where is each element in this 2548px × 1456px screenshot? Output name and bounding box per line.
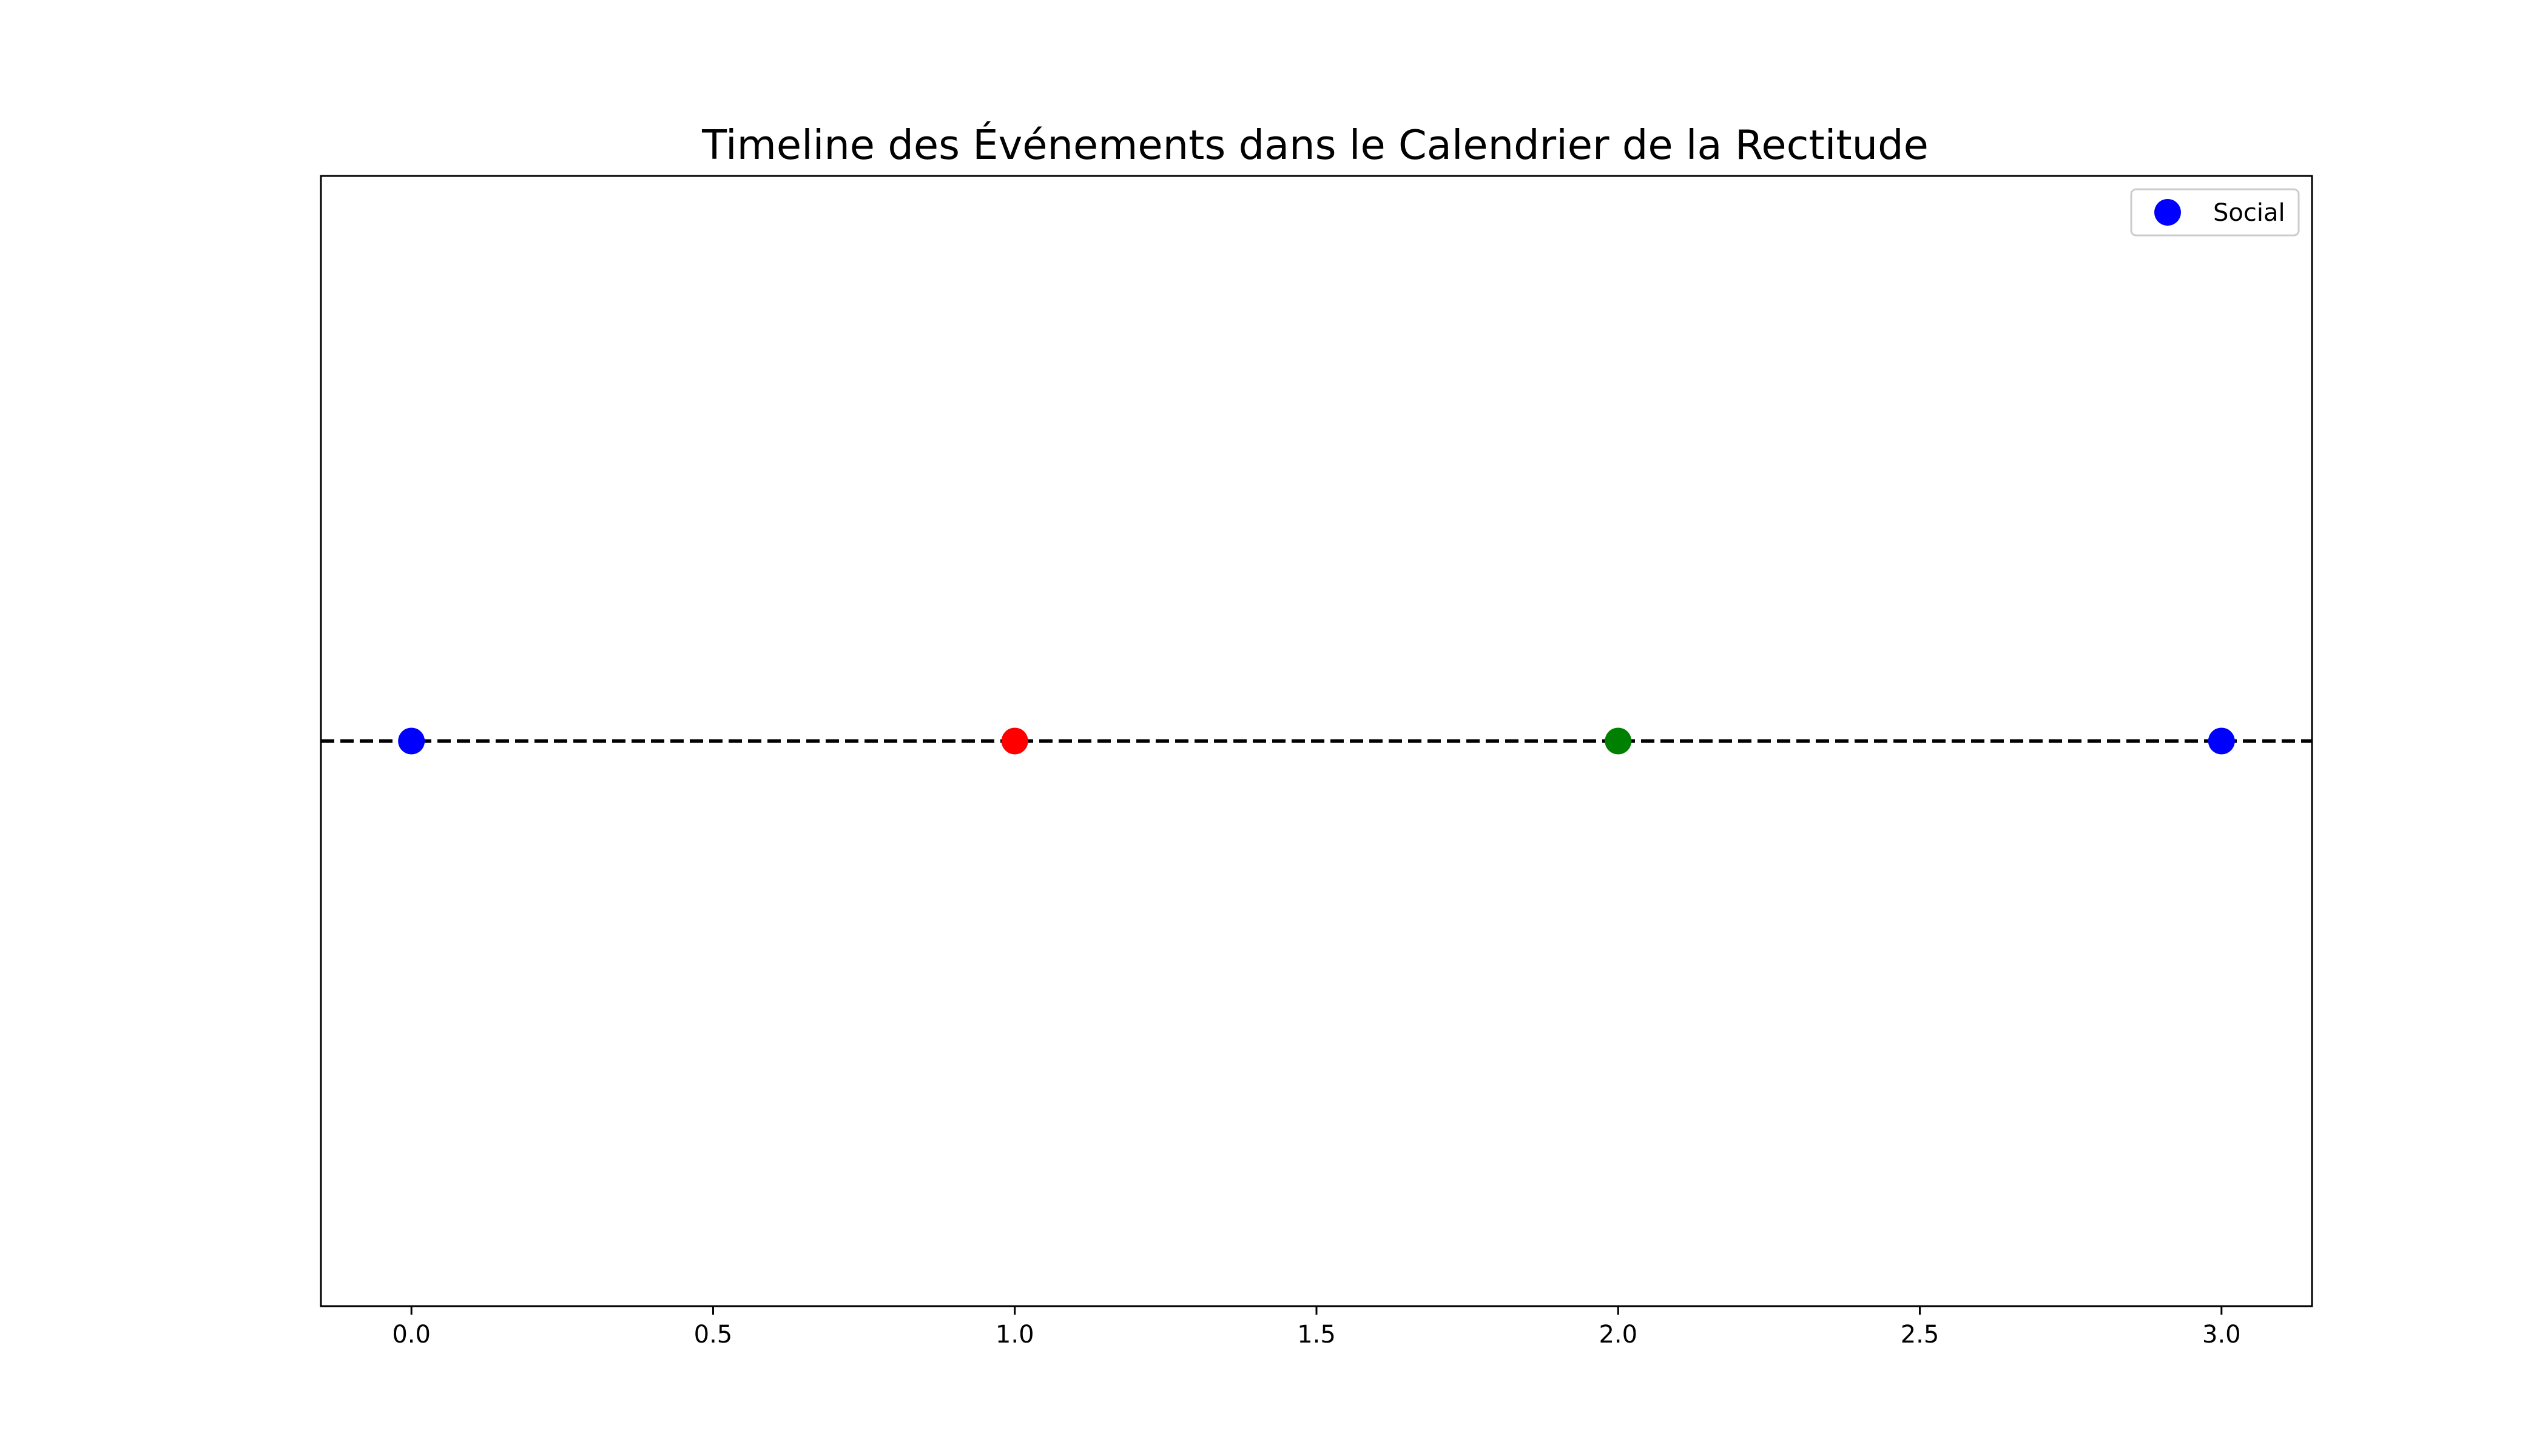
x-tick-label: 1.0	[996, 1321, 1034, 1349]
x-axis: 0.0 0.5 1.0 1.5 2.0 2.5 3.0	[392, 1306, 2241, 1349]
legend-marker	[2154, 199, 2181, 226]
event-point-0	[398, 727, 425, 755]
x-tick-label: 0.0	[392, 1321, 431, 1349]
x-tick-label: 2.5	[1901, 1321, 1940, 1349]
legend-entries: Social	[2154, 199, 2285, 227]
event-point-2	[1605, 727, 1632, 755]
x-tick-label: 2.0	[1599, 1321, 1637, 1349]
x-tick-label: 3.0	[2202, 1321, 2241, 1349]
legend-label: Social	[2213, 199, 2285, 227]
chart-title: Timeline des Événements dans le Calendri…	[701, 121, 1929, 169]
event-point-3	[2208, 727, 2235, 755]
x-tick-label: 1.5	[1297, 1321, 1336, 1349]
event-point-1	[1001, 727, 1028, 755]
points-layer	[398, 727, 2235, 755]
x-tick-label: 0.5	[694, 1321, 733, 1349]
legend: Social	[2130, 188, 2300, 237]
